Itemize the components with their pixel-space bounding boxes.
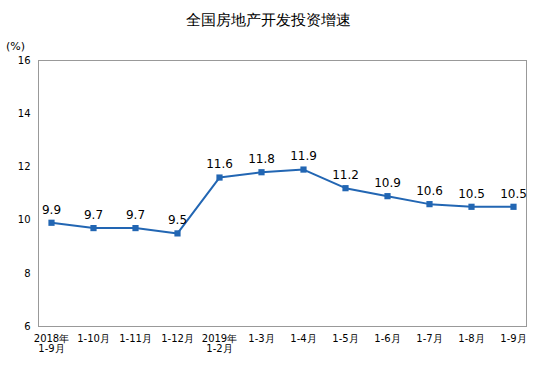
- svg-text:1-4月: 1-4月: [290, 333, 316, 344]
- svg-text:11.9: 11.9: [290, 149, 317, 163]
- svg-text:1-8月: 1-8月: [458, 333, 484, 344]
- svg-text:9.5: 9.5: [168, 213, 187, 227]
- svg-text:9.7: 9.7: [126, 208, 145, 222]
- svg-text:1-3月: 1-3月: [248, 333, 274, 344]
- svg-text:11.8: 11.8: [248, 152, 275, 166]
- svg-text:1-12月: 1-12月: [161, 333, 194, 344]
- html-text:全国房地产开发投资增速: 全国房地产开发投资增速: [185, 11, 351, 29]
- svg-text:16: 16: [18, 55, 31, 66]
- svg-text:12: 12: [18, 161, 31, 172]
- svg-text:9.9: 9.9: [42, 203, 61, 217]
- svg-text:1-6月: 1-6月: [374, 333, 400, 344]
- svg-text:2018年1-9月: 2018年1-9月: [34, 333, 69, 354]
- svg-text:1-11月: 1-11月: [119, 333, 152, 344]
- svg-text:8: 8: [24, 268, 30, 279]
- svg-text:10.6: 10.6: [416, 184, 443, 198]
- svg-text:1-9月: 1-9月: [500, 333, 526, 344]
- svg-text:10.5: 10.5: [458, 187, 485, 201]
- svg-text:1-10月: 1-10月: [77, 333, 110, 344]
- svg-text:11.6: 11.6: [206, 157, 233, 171]
- svg-text:10.5: 10.5: [500, 187, 527, 201]
- svg-text:1-7月: 1-7月: [416, 333, 442, 344]
- svg-text:14: 14: [18, 108, 31, 119]
- svg-text:11.2: 11.2: [332, 168, 359, 182]
- svg-text:2019年1-2月: 2019年1-2月: [202, 333, 237, 354]
- svg-text:9.7: 9.7: [84, 208, 103, 222]
- svg-text:10: 10: [18, 214, 31, 225]
- svg-text:1-5月: 1-5月: [332, 333, 358, 344]
- svg-text:10.9: 10.9: [374, 176, 401, 190]
- svg-text:6: 6: [24, 321, 30, 332]
